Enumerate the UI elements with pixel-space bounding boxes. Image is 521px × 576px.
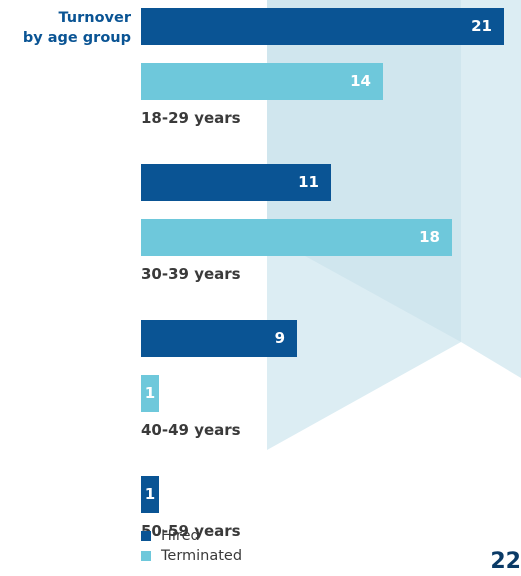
- page-number: 22: [490, 549, 521, 574]
- legend-label-hired: Hired: [161, 528, 200, 544]
- bar-value-label: 9: [274, 329, 285, 347]
- bar-value-label: 14: [350, 72, 371, 90]
- category-label: 30-39 years: [141, 265, 241, 283]
- chart-title-line-2: by age group: [22, 30, 131, 46]
- bar-terminated-1: 14: [141, 63, 383, 100]
- legend-swatch-hired: [141, 531, 151, 541]
- legend: Hired Terminated: [141, 526, 242, 566]
- bar-terminated-3: 1: [141, 375, 159, 412]
- bar-value-label: 1: [144, 485, 156, 503]
- legend-label-terminated: Terminated: [161, 548, 243, 564]
- legend-item-terminated: Terminated: [141, 546, 242, 566]
- chart-title: Turnover by age group: [23, 8, 131, 48]
- bar-value-label: 1: [144, 384, 156, 402]
- chart-title-line-1: Turnover: [58, 10, 132, 26]
- bar-value-label: 11: [298, 173, 319, 191]
- bar-terminated-2: 18: [141, 219, 452, 256]
- bar-value-label: 21: [471, 17, 492, 35]
- bar-value-label: 18: [419, 228, 440, 246]
- bar-hired-4: 1: [141, 476, 159, 513]
- legend-swatch-terminated: [141, 551, 151, 561]
- legend-item-hired: Hired: [141, 526, 242, 546]
- bar-hired-1: 21: [141, 8, 504, 45]
- bar-chart: 21 14 18-29 years 11 18 30-39 years 9 1 40-49 ye…: [141, 0, 521, 540]
- category-label: 50-59 years: [141, 522, 241, 540]
- bar-hired-2: 11: [141, 164, 331, 201]
- category-label: 18-29 years: [141, 109, 241, 127]
- category-label: 40-49 years: [141, 421, 241, 439]
- bar-hired-3: 9: [141, 320, 297, 357]
